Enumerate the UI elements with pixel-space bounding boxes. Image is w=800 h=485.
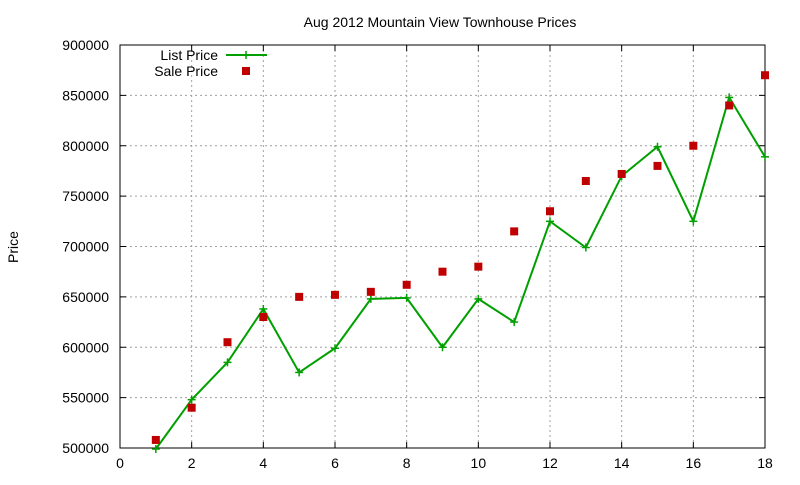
x-tick-label: 18 (757, 455, 773, 471)
sale-price-point (581, 177, 590, 186)
list-price-point (581, 243, 590, 252)
y-tick-label: 650000 (62, 289, 109, 305)
sale-price-point (761, 71, 769, 80)
list-price-point (653, 142, 662, 151)
sale-price-point (259, 313, 268, 322)
sale-price-point (366, 287, 375, 296)
list-price-point (546, 217, 554, 226)
list-price-point (689, 217, 698, 226)
legend-label: List Price (160, 47, 218, 63)
y-tick-label: 600000 (62, 339, 109, 355)
y-tick-label: 800000 (62, 138, 109, 154)
y-tick-label: 700000 (62, 239, 109, 255)
list-price-point (725, 93, 734, 102)
legend-plus-marker (242, 51, 250, 59)
list-price-point (366, 294, 375, 303)
grid (120, 45, 765, 448)
list-price-point (474, 294, 483, 303)
sale-price-point (438, 267, 447, 276)
sale-price-point (331, 290, 339, 299)
x-tick-label: 6 (331, 455, 339, 471)
list-price-point (223, 358, 232, 367)
series-line-list-price (155, 94, 766, 450)
sale-price-point (295, 292, 304, 301)
axes: 0 2 4 6 8 10 12 14 16 18 500000 550000 600000 650000 7… (62, 37, 773, 471)
y-tick-label: 550000 (62, 390, 109, 406)
x-tick-label: 14 (614, 455, 630, 471)
list-price-point (151, 445, 160, 454)
x-tick-label: 12 (542, 455, 558, 471)
sale-price-point (474, 262, 483, 271)
list-price-point (187, 395, 196, 404)
plot-area (151, 71, 769, 454)
sale-price-point (402, 280, 411, 289)
legend-square-marker (242, 67, 250, 75)
sale-price-point (151, 435, 160, 444)
y-tick-label: 750000 (62, 188, 109, 204)
x-tick-label: 8 (403, 455, 411, 471)
sale-price-point (223, 338, 232, 347)
list-price-point (259, 304, 268, 313)
x-tick-label: 16 (686, 455, 702, 471)
y-tick-label: 500000 (62, 440, 109, 456)
sale-price-point (689, 141, 698, 150)
sale-price-point (725, 101, 734, 110)
list-price-point (510, 318, 519, 327)
x-tick-label: 4 (259, 455, 267, 471)
x-tick-label: 10 (471, 455, 487, 471)
chart-title: Aug 2012 Mountain View Townhouse Prices (304, 14, 577, 30)
sale-price-point (187, 403, 196, 412)
sale-price-point (510, 227, 519, 236)
sale-price-point (653, 161, 662, 170)
y-tick-label: 900000 (62, 37, 109, 53)
y-axis-label: Price (5, 231, 21, 263)
y-tick-label: 850000 (62, 87, 109, 103)
x-tick-label: 0 (116, 455, 124, 471)
list-price-point (295, 368, 304, 377)
sale-price-point (617, 169, 626, 178)
list-price-point (761, 152, 769, 161)
list-price-point (331, 344, 339, 353)
list-price-point (438, 343, 447, 352)
x-tick-label: 2 (188, 455, 196, 471)
legend-label: Sale Price (154, 63, 218, 79)
sale-price-point (546, 207, 554, 216)
list-price-point (402, 293, 411, 302)
